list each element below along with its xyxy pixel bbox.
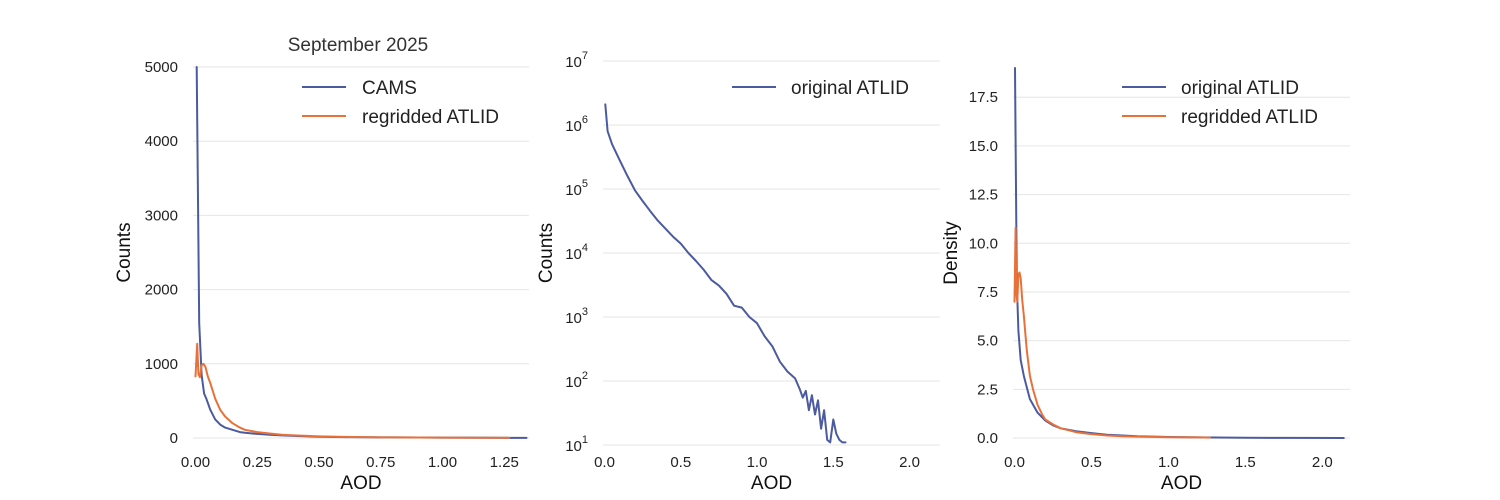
legend-label-original-atlid: original ATLID — [1181, 78, 1299, 99]
x-axis-label: AOD — [340, 473, 381, 494]
x-tick-label: 1.00 — [428, 454, 457, 471]
y-axis-label: Counts — [114, 222, 135, 282]
chart-panel-counts-linear: 0 1000 2000 3000 4000 5000 0.00 0.25 0.50 0.75 1.0… — [114, 59, 529, 494]
x-tick-label: 0.50 — [304, 454, 333, 471]
x-tick-label: 0.0 — [594, 454, 615, 471]
y-tick-label: 12.5 — [969, 187, 998, 204]
y-tick-label: 2000 — [145, 282, 178, 299]
legend-label-regridded-atlid: regridded ATLID — [1181, 107, 1318, 128]
y-tick-label: 5000 — [145, 59, 178, 76]
x-tick-label: 0.75 — [366, 454, 395, 471]
x-axis-label: AOD — [1161, 473, 1202, 494]
series-line-original-atlid — [604, 103, 847, 444]
y-tick-label: 15.0 — [969, 138, 998, 155]
x-tick-label: 1.25 — [490, 454, 519, 471]
y-tick-label: 107 — [565, 50, 588, 71]
x-tick-label: 1.5 — [823, 454, 844, 471]
x-tick-label: 0.00 — [181, 454, 210, 471]
y-tick-label: 1000 — [145, 356, 178, 373]
x-tick-label: 2.0 — [1312, 454, 1333, 471]
y-tick-label: 104 — [565, 242, 588, 263]
figure-title: September 2025 — [288, 35, 429, 56]
x-tick-label: 1.5 — [1235, 454, 1256, 471]
series-line-regridded-atlid — [1013, 226, 1211, 439]
y-tick-label: 0.0 — [977, 430, 998, 447]
x-tick-label: 1.0 — [1158, 454, 1179, 471]
x-tick-label: 0.5 — [1081, 454, 1102, 471]
x-tick-label: 0.5 — [670, 454, 691, 471]
x-tick-label: 0.0 — [1004, 454, 1025, 471]
y-tick-label: 5.0 — [977, 333, 998, 350]
x-axis-label: AOD — [751, 473, 792, 494]
series-line-regridded-atlid — [194, 342, 511, 439]
legend-label-regridded-atlid: regridded ATLID — [362, 107, 499, 128]
y-tick-label: 17.5 — [969, 89, 998, 106]
y-tick-label: 101 — [565, 434, 588, 455]
y-tick-label: 4000 — [145, 133, 178, 150]
legend-label-cams: CAMS — [362, 78, 417, 99]
x-tick-label: 1.0 — [747, 454, 768, 471]
y-tick-label: 0 — [170, 430, 178, 447]
y-tick-label: 103 — [565, 306, 588, 327]
y-tick-label: 7.5 — [977, 284, 998, 301]
y-tick-label: 3000 — [145, 207, 178, 224]
x-tick-label: 0.25 — [243, 454, 272, 471]
y-tick-label: 106 — [565, 114, 588, 135]
y-tick-label: 2.5 — [977, 381, 998, 398]
chart-panel-density: 0.0 2.5 5.0 7.5 10.0 12.5 15.0 17.5 0.0 0.5 1.0 1.5… — [941, 67, 1350, 494]
y-tick-label: 102 — [565, 370, 588, 391]
y-tick-label: 105 — [565, 178, 588, 199]
chart-panel-counts-log: 101 102 103 104 105 106 107 0.0 0.5 1.0 1.5 2.0 AOD C… — [536, 50, 940, 494]
y-axis-label: Counts — [536, 223, 557, 283]
y-axis-label: Density — [941, 221, 962, 285]
x-tick-label: 2.0 — [899, 454, 920, 471]
legend-label-original-atlid: original ATLID — [791, 78, 909, 99]
y-tick-label: 10.0 — [969, 235, 998, 252]
